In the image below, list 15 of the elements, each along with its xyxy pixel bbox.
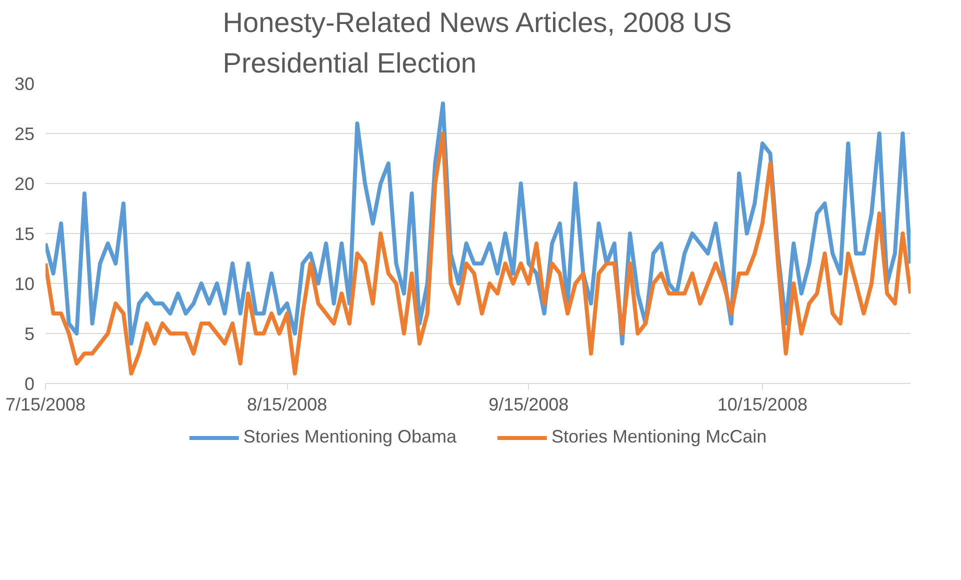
chart-title: Honesty-Related News Articles, 2008 US Presidential Election <box>222 7 732 78</box>
line-series <box>46 132 910 376</box>
legend-label: Stories Mentioning Obama <box>243 426 456 448</box>
y-tick-label: 30 <box>14 74 35 94</box>
y-tick-label: 25 <box>14 124 35 144</box>
y-tick-label: 5 <box>24 324 35 344</box>
y-tick-label: 0 <box>24 374 35 394</box>
y-tick-label: 20 <box>14 174 35 194</box>
x-tick-label: 8/15/2008 <box>247 394 328 414</box>
x-tick-label: 7/15/2008 <box>5 394 86 414</box>
legend-label: Stories Mentioning McCain <box>552 426 767 448</box>
x-tick-label: 9/15/2008 <box>488 394 569 414</box>
y-tick-label: 10 <box>14 274 35 294</box>
x-tick-label: 10/15/2008 <box>717 394 808 414</box>
y-tick-label: 15 <box>14 224 35 244</box>
